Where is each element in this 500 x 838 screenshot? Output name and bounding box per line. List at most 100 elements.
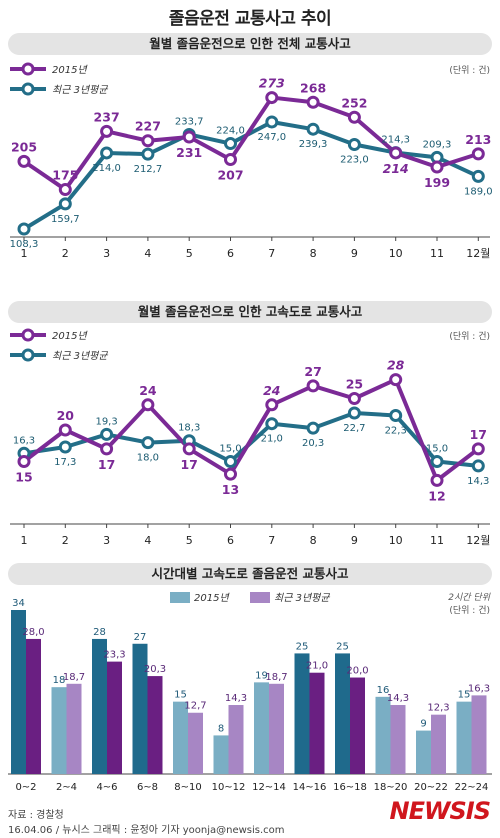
series-3yr-avg-data-label: 214,0 (92, 163, 121, 174)
series-3yr-avg-point (58, 440, 72, 454)
series-2015-point (100, 124, 114, 138)
series-2015-data-label: 273 (259, 76, 285, 91)
x-tick-label: 10 (389, 247, 403, 260)
series-2015-point (430, 473, 444, 487)
series-2015-point (224, 153, 237, 167)
series-2015-point (389, 146, 403, 160)
series-3yr-avg-point (347, 137, 361, 151)
bar-3yr-avg-data-label: 18,7 (63, 672, 85, 683)
series-2015-data-label: 17 (98, 457, 115, 472)
series-2015-data-label: 28 (387, 358, 405, 373)
bar-2015 (51, 687, 67, 774)
x-tick-label: 12~14 (252, 782, 286, 793)
x-tick-label: 11 (430, 247, 444, 260)
series-2015-data-label: 231 (176, 145, 202, 160)
x-tick-label: 22~24 (455, 782, 489, 793)
series-3yr-avg-data-label: 247,0 (257, 132, 286, 143)
series-3yr-avg-data-label: 16,3 (13, 435, 35, 446)
series-2015-point (265, 398, 279, 412)
main-title: 졸음운전 교통사고 추이 (168, 9, 332, 29)
legend-2015-swatch (170, 592, 190, 603)
series-2015-point (100, 442, 114, 456)
x-tick-label: 6~8 (137, 782, 158, 793)
bar-2015 (335, 653, 350, 774)
series-2015-data-label: 199 (424, 175, 450, 190)
legend-3yr-avg-label: 최근 3년평균 (52, 84, 108, 96)
x-tick-label: 8 (310, 534, 317, 547)
x-tick-label: 5 (186, 247, 193, 260)
series-2015-data-label: 237 (94, 109, 120, 124)
legend-2015-swatch-dot (21, 328, 35, 342)
series-2015-point (471, 442, 485, 456)
x-tick-label: 2 (62, 247, 69, 260)
series-2015-point (141, 398, 155, 412)
bar-3yr-avg-data-label: 21,0 (306, 661, 328, 672)
bar-3yr-avg (350, 677, 365, 774)
unit-note-interval: 2시간 단위 (448, 592, 490, 603)
bar-3yr-avg (471, 695, 487, 774)
bar-2015 (11, 610, 26, 774)
bar-3yr-avg (269, 683, 284, 774)
bar-3yr-avg-data-label: 14,3 (225, 693, 247, 704)
x-tick-label: 18~20 (374, 782, 408, 793)
series-3yr-avg-data-label: 22,3 (385, 426, 407, 437)
bar-2015-data-label: 25 (296, 641, 309, 652)
series-3yr-avg-point (430, 455, 444, 468)
legend-3yr-avg-swatch-dot (21, 82, 35, 96)
bar-2015-data-label: 19 (255, 670, 268, 681)
series-3yr-avg-point (58, 197, 72, 211)
x-tick-label: 3 (103, 534, 110, 547)
series-2015-data-label: 227 (135, 119, 161, 134)
x-tick-label: 8 (310, 247, 317, 260)
series-2015-data-label: 214 (383, 161, 409, 176)
x-tick-label: 10~12 (212, 782, 246, 793)
series-3yr-avg-data-label: 108,3 (10, 239, 39, 250)
series-3yr-avg-point (306, 122, 320, 136)
chart2-title: 월별 졸음운전으로 인한 고속도로 교통사고 (8, 301, 492, 323)
bar-2015-data-label: 16 (377, 685, 390, 696)
series-3yr-avg-data-label: 209,3 (423, 139, 452, 150)
bar-2015 (173, 701, 188, 774)
x-tick-label: 14~16 (293, 782, 327, 793)
bar-2015 (294, 653, 310, 774)
series-3yr-avg-data-label: 18,3 (178, 423, 200, 434)
bar-3yr-avg-data-label: 20,0 (346, 666, 368, 677)
bar-2015 (254, 682, 269, 774)
bar-2015 (132, 643, 148, 774)
bar-3yr-avg (107, 661, 122, 774)
series-3yr-avg-data-label: 224,0 (216, 126, 245, 137)
series-3yr-avg-data-label: 233,7 (175, 116, 204, 127)
unit-note: (단위 : 건) (449, 65, 490, 76)
series-3yr-avg-point (100, 427, 114, 441)
bar-2015-data-label: 15 (174, 690, 187, 701)
series-2015-point (347, 392, 361, 405)
bar-3yr-avg (431, 714, 446, 774)
newsis-logo: NEWSIS (389, 797, 491, 825)
bar-3yr-avg-data-label: 14,3 (387, 693, 409, 704)
series-2015-point (306, 379, 320, 393)
series-3yr-avg-data-label: 239,3 (299, 139, 328, 150)
bar-2015-data-label: 15 (458, 690, 471, 701)
bar-3yr-avg-data-label: 28,0 (22, 627, 44, 638)
bar-2015-data-label: 25 (336, 641, 349, 652)
series-2015-point (389, 373, 403, 387)
series-3yr-avg-data-label: 223,0 (340, 154, 369, 165)
legend-2015-label: 2015년 (52, 64, 88, 76)
x-tick-label: 6 (227, 247, 234, 260)
bar-2015 (213, 735, 229, 774)
x-tick-label: 2~4 (56, 782, 77, 793)
x-tick-label: 2 (62, 534, 69, 547)
series-3yr-avg-point (306, 421, 320, 435)
series-2015-point (224, 467, 237, 481)
bar-3yr-avg-data-label: 23,3 (103, 650, 125, 661)
legend-2015-label: 2015년 (52, 330, 88, 342)
x-tick-label: 20~22 (414, 782, 448, 793)
x-tick-label: 8~10 (174, 782, 201, 793)
series-2015-data-label: 24 (263, 383, 280, 398)
bar-3yr-avg-data-label: 12,3 (427, 703, 449, 714)
legend-3yr-avg-label: 최근 3년평균 (52, 350, 108, 362)
bar-3yr-avg (26, 638, 41, 774)
series-2015-data-label: 27 (304, 364, 321, 379)
series-3yr-avg-data-label: 19,3 (95, 416, 117, 427)
series-3yr-avg-data-label: 15,0 (219, 444, 241, 455)
